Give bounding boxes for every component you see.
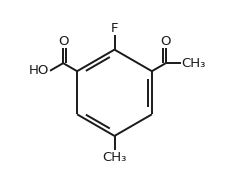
Text: O: O — [161, 35, 171, 48]
Text: CH₃: CH₃ — [102, 151, 127, 164]
Text: O: O — [58, 35, 68, 48]
Text: CH₃: CH₃ — [182, 57, 206, 70]
Text: HO: HO — [29, 64, 49, 77]
Text: F: F — [111, 22, 118, 35]
